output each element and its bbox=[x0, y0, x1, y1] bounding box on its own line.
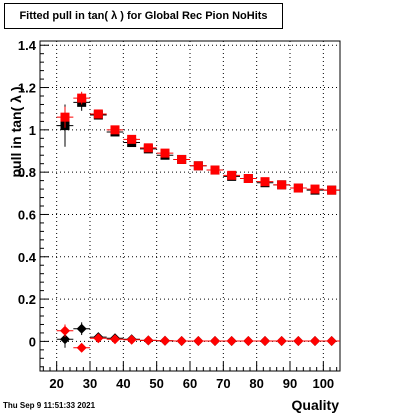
x-tick-label: 20 bbox=[49, 376, 63, 391]
data-marks bbox=[56, 91, 340, 353]
data-point-square bbox=[177, 154, 187, 164]
data-point-square bbox=[143, 143, 153, 153]
x-tick-label: 60 bbox=[183, 376, 197, 391]
x-tick-label: 80 bbox=[249, 376, 263, 391]
series-4 bbox=[56, 324, 340, 353]
x-tick-label: 40 bbox=[116, 376, 130, 391]
data-point-square bbox=[293, 183, 303, 193]
data-point-diamond bbox=[126, 334, 137, 345]
data-point-diamond bbox=[326, 335, 337, 346]
chart-title: Fitted pull in tan( λ ) for Global Rec P… bbox=[4, 3, 283, 29]
y-tick-label: 1.2 bbox=[18, 81, 36, 96]
y-tick-label: 0.6 bbox=[18, 207, 36, 222]
data-point-diamond bbox=[310, 335, 320, 346]
data-point-diamond bbox=[276, 335, 287, 346]
data-point-diamond bbox=[76, 323, 87, 334]
y-tick-label: 0.4 bbox=[18, 250, 37, 265]
data-point-diamond bbox=[160, 335, 170, 346]
y-tick-label: 0.8 bbox=[18, 165, 36, 180]
data-point-diamond bbox=[210, 335, 220, 346]
x-axis-label: Quality bbox=[292, 397, 340, 413]
y-tick-label: 1.4 bbox=[18, 38, 37, 53]
data-point-square bbox=[110, 125, 120, 135]
data-point-square bbox=[210, 165, 220, 175]
data-point-square bbox=[243, 174, 253, 183]
timestamp: Thu Sep 9 11:51:33 2021 bbox=[3, 401, 96, 410]
data-point-diamond bbox=[76, 342, 87, 353]
data-point-diamond bbox=[110, 334, 120, 345]
grid-lines bbox=[40, 41, 340, 371]
data-point-diamond bbox=[60, 325, 70, 336]
axis-ticks: 20 30 40 50 60 70 80 90 100 0 0.2 0.4 0.6 0.8 1 1.2 1.4 bbox=[18, 38, 338, 391]
data-point-square bbox=[193, 161, 203, 171]
data-point-square bbox=[127, 134, 137, 144]
data-point-diamond bbox=[193, 335, 204, 346]
series-2 bbox=[56, 91, 340, 195]
data-point-diamond bbox=[60, 334, 70, 345]
data-point-diamond bbox=[176, 335, 187, 346]
data-point-square bbox=[327, 185, 337, 195]
data-point-square bbox=[227, 170, 237, 180]
data-point-square bbox=[93, 109, 103, 119]
y-tick-label: 0.2 bbox=[18, 292, 36, 307]
data-point-diamond bbox=[93, 333, 104, 344]
y-tick-label: 0 bbox=[29, 334, 36, 349]
data-point-diamond bbox=[293, 335, 304, 346]
data-point-square bbox=[310, 184, 320, 194]
data-point-square bbox=[160, 148, 170, 158]
y-axis-label: pull in tan( λ ) bbox=[8, 87, 24, 178]
data-point-diamond bbox=[143, 335, 154, 346]
x-tick-label: 100 bbox=[312, 376, 334, 391]
data-point-diamond bbox=[226, 335, 237, 346]
series-1 bbox=[56, 93, 340, 195]
data-point-square bbox=[277, 180, 287, 190]
y-tick-label: 1 bbox=[29, 123, 36, 138]
x-tick-label: 50 bbox=[149, 376, 163, 391]
x-tick-label: 70 bbox=[216, 376, 230, 391]
data-point-diamond bbox=[243, 335, 254, 346]
x-tick-label: 30 bbox=[83, 376, 97, 391]
data-point-diamond bbox=[260, 335, 270, 346]
data-point-square bbox=[77, 93, 87, 103]
data-point-square bbox=[260, 177, 270, 187]
x-tick-label: 90 bbox=[283, 376, 297, 391]
data-point-square bbox=[60, 112, 70, 122]
